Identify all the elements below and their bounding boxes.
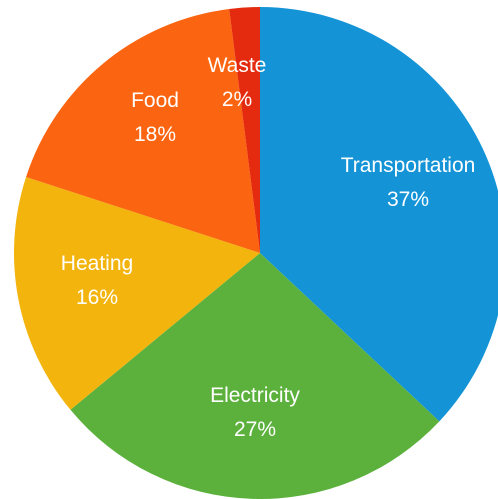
slice-transportation bbox=[260, 7, 498, 422]
pie-labels: Transportation 37% Electricity 27% Heating 16… bbox=[61, 54, 476, 441]
slice-label-electricity: Electricity bbox=[210, 384, 300, 407]
slice-label-transportation: Transportation bbox=[341, 154, 476, 177]
slice-heating bbox=[13, 176, 260, 410]
slice-label-food: Food bbox=[131, 89, 179, 112]
slice-label-waste: Waste bbox=[208, 54, 267, 77]
slice-label-heating: Heating bbox=[61, 252, 133, 275]
slice-value-waste: 2% bbox=[222, 88, 252, 111]
slice-value-food: 18% bbox=[134, 123, 176, 146]
slice-electricity bbox=[70, 253, 440, 499]
slice-food bbox=[26, 8, 260, 253]
slice-value-electricity: 27% bbox=[234, 418, 276, 441]
slice-value-heating: 16% bbox=[76, 286, 118, 309]
slice-value-transportation: 37% bbox=[387, 188, 429, 211]
slice-waste bbox=[229, 7, 260, 253]
pie-slices bbox=[13, 7, 498, 499]
